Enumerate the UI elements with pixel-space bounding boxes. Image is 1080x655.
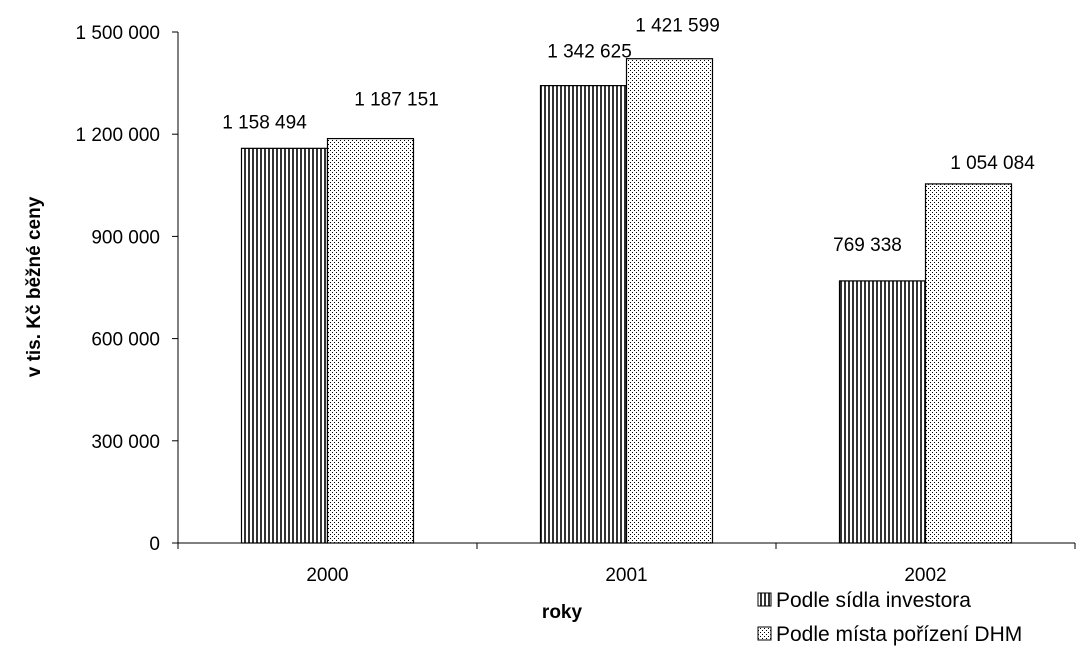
bar-mista-porizeni-2001 xyxy=(625,58,714,544)
legend-label: Podle místa pořízení DHM xyxy=(776,623,1022,646)
data-label: 1 187 151 xyxy=(354,90,439,111)
bar-sidla-investora-2001 xyxy=(539,85,628,544)
bar-sidla-investora-2002 xyxy=(838,280,927,544)
y-tick-label: 1 200 000 xyxy=(75,125,160,146)
legend-label: Podle sídla investora xyxy=(776,589,971,612)
legend-swatch xyxy=(757,592,772,607)
bars-group xyxy=(240,58,1013,544)
bar-sidla-investora-2000 xyxy=(240,147,329,544)
y-tick-label: 900 000 xyxy=(91,227,160,248)
data-label: 769 338 xyxy=(833,235,902,256)
y-tick-label: 1 500 000 xyxy=(75,23,160,44)
x-axis-title: roky xyxy=(542,602,583,623)
x-ticks-group: 2000 2001 2002 xyxy=(177,543,1076,586)
y-tick-label: 300 000 xyxy=(91,432,160,453)
y-axis-title: v tis. Kč běžné ceny xyxy=(24,196,45,377)
y-tick-label: 0 xyxy=(149,534,160,555)
bar-mista-porizeni-2002 xyxy=(924,183,1013,544)
data-label: 1 054 084 xyxy=(950,153,1035,174)
y-tick-label: 600 000 xyxy=(91,330,160,351)
bar-mista-porizeni-2000 xyxy=(326,137,415,544)
data-label: 1 421 599 xyxy=(635,16,720,37)
data-label: 1 342 625 xyxy=(547,42,632,63)
x-tick-label: 2000 xyxy=(306,565,348,586)
legend: Podle sídla investora Podle místa pořízen… xyxy=(757,589,1022,646)
y-ticks-group: 0 300 000 600 000 900 000 1 200 000 1 500 000 xyxy=(75,23,178,555)
x-tick-label: 2002 xyxy=(904,565,946,586)
legend-swatch xyxy=(757,626,772,641)
x-tick-label: 2001 xyxy=(605,565,647,586)
data-label: 1 158 494 xyxy=(222,112,307,133)
